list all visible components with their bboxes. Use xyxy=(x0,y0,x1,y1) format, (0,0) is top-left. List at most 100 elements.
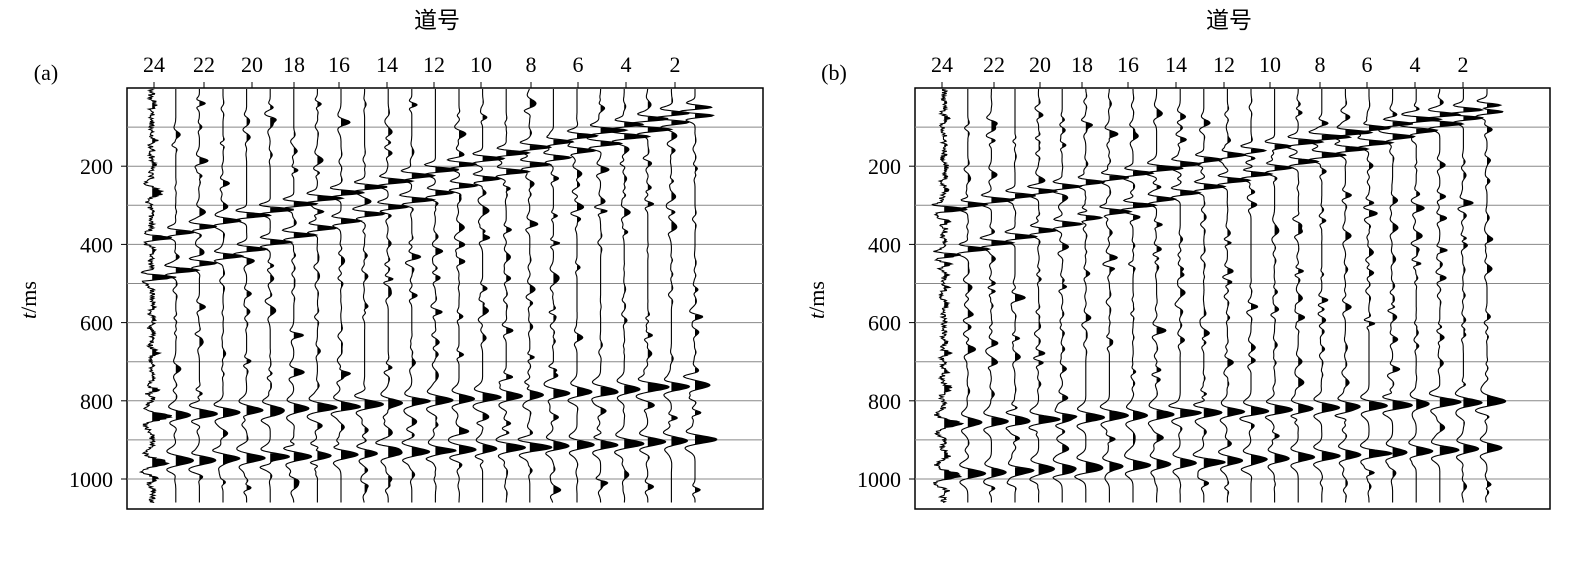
x-tick-label: 16 xyxy=(328,52,350,77)
x-tick-label: 20 xyxy=(1029,52,1051,77)
x-tick-label: 20 xyxy=(241,52,263,77)
x-axis-title: 道号 xyxy=(1206,8,1252,34)
trace-wiggle xyxy=(352,89,388,503)
trace-wiggle xyxy=(566,89,599,503)
trace-wiggle xyxy=(446,89,479,503)
y-tick-label: 600 xyxy=(80,311,113,336)
trace-fill xyxy=(364,102,387,494)
trace-fill xyxy=(482,100,505,454)
x-tick-label: 12 xyxy=(423,52,445,77)
x-tick-label: 4 xyxy=(621,52,632,77)
trace-wiggle xyxy=(188,89,218,503)
x-tick-label: 18 xyxy=(1071,52,1093,77)
trace-wiggle xyxy=(398,89,437,503)
x-tick-label: 12 xyxy=(1213,52,1235,77)
trace-wiggle xyxy=(1399,89,1443,503)
trace-wiggle xyxy=(677,89,718,503)
trace-wiggle xyxy=(281,89,319,503)
trace-fill xyxy=(577,124,598,483)
traces xyxy=(931,89,1507,504)
trace-wiggle xyxy=(1357,89,1395,503)
x-tick-label: 24 xyxy=(143,52,165,77)
trace-wiggle xyxy=(1474,89,1507,503)
trace-wiggle xyxy=(1026,89,1061,503)
x-tick-label: 14 xyxy=(376,52,398,77)
y-tick-label: 200 xyxy=(80,154,113,179)
trace-fill xyxy=(1392,112,1415,478)
panel-label: (b) xyxy=(821,60,847,85)
trace-wiggle xyxy=(543,89,575,503)
traces xyxy=(138,89,718,504)
y-axis-title: t/ms xyxy=(16,281,41,319)
x-tick-label: 16 xyxy=(1117,52,1139,77)
trace-wiggle xyxy=(1420,89,1465,503)
y-tick-label: 800 xyxy=(868,389,901,414)
trace-wiggle xyxy=(423,89,460,503)
x-axis-title: 道号 xyxy=(414,8,460,34)
y-tick-label: 800 xyxy=(80,389,113,414)
trace-wiggle xyxy=(1074,89,1106,503)
y-axis-title: t/ms xyxy=(804,281,829,319)
trace-wiggle xyxy=(586,89,629,503)
trace-wiggle xyxy=(1239,89,1274,503)
trace-wiggle xyxy=(517,89,553,503)
trace-wiggle xyxy=(654,89,691,503)
trace-fill xyxy=(341,118,364,460)
trace-wiggle xyxy=(979,89,1016,503)
trace-wiggle xyxy=(375,89,415,503)
trace-wiggle xyxy=(931,89,968,504)
trace-wiggle xyxy=(138,89,177,504)
y-tick-label: 1000 xyxy=(857,467,901,492)
y-tick-label: 400 xyxy=(868,232,901,257)
trace-wiggle xyxy=(472,89,506,503)
trace-wiggle xyxy=(258,89,294,503)
x-tick-label: 10 xyxy=(470,52,492,77)
trace-fill xyxy=(1369,102,1393,490)
trace-fill xyxy=(600,106,627,490)
x-tick-label: 22 xyxy=(983,52,1005,77)
trace-fill xyxy=(1251,98,1272,480)
trace-fill xyxy=(152,89,177,503)
x-tick-label: 6 xyxy=(573,52,584,77)
trace-fill xyxy=(1156,109,1183,492)
trace-fill xyxy=(293,131,318,490)
trace-wiggle xyxy=(1143,89,1184,503)
trace-wiggle xyxy=(1120,89,1159,503)
x-tick-label: 2 xyxy=(1458,52,1469,77)
trace-fill xyxy=(388,109,413,488)
trace-wiggle xyxy=(1192,89,1227,503)
trace-wiggle xyxy=(1004,89,1039,503)
trace-fill xyxy=(506,116,530,498)
y-tick-label: 1000 xyxy=(69,467,113,492)
x-tick-label: 18 xyxy=(283,52,305,77)
x-tick-label: 8 xyxy=(1315,52,1326,77)
y-tick-label: 600 xyxy=(868,311,901,336)
panel-a: 24 22 20 18 16 14 12 10 8 6 4 2 道号 (a) 200 400 600 800 100… xyxy=(16,8,764,510)
trace-fill xyxy=(1439,99,1463,456)
trace-fill xyxy=(1133,96,1157,471)
trace-wiggle xyxy=(625,89,674,503)
trace-wiggle xyxy=(1307,89,1353,503)
y-tick-label: 200 xyxy=(868,154,901,179)
trace-wiggle xyxy=(1377,89,1416,503)
panel-label: (a) xyxy=(34,60,58,85)
plot-frame xyxy=(914,87,1551,510)
panel-b: 24 22 20 18 16 14 12 10 8 6 4 2 道号 (b) 200 400 600 800 100… xyxy=(804,8,1551,510)
trace-wiggle xyxy=(212,89,245,503)
x-tick-label: 14 xyxy=(1165,52,1187,77)
trace-wiggle xyxy=(305,89,345,503)
x-tick-label: 4 xyxy=(1410,52,1421,77)
trace-fill xyxy=(1463,107,1483,491)
trace-fill xyxy=(1203,119,1225,487)
trace-wiggle xyxy=(233,89,273,503)
trace-fill xyxy=(1321,120,1351,490)
x-tick-label: 2 xyxy=(670,52,681,77)
x-tick-label: 22 xyxy=(193,52,215,77)
trace-wiggle xyxy=(1050,89,1085,503)
x-tick-label: 10 xyxy=(1259,52,1281,77)
y-tick-label: 400 xyxy=(80,232,113,257)
trace-wiggle xyxy=(164,89,201,503)
x-tick-label: 24 xyxy=(931,52,953,77)
trace-wiggle xyxy=(1216,89,1252,503)
